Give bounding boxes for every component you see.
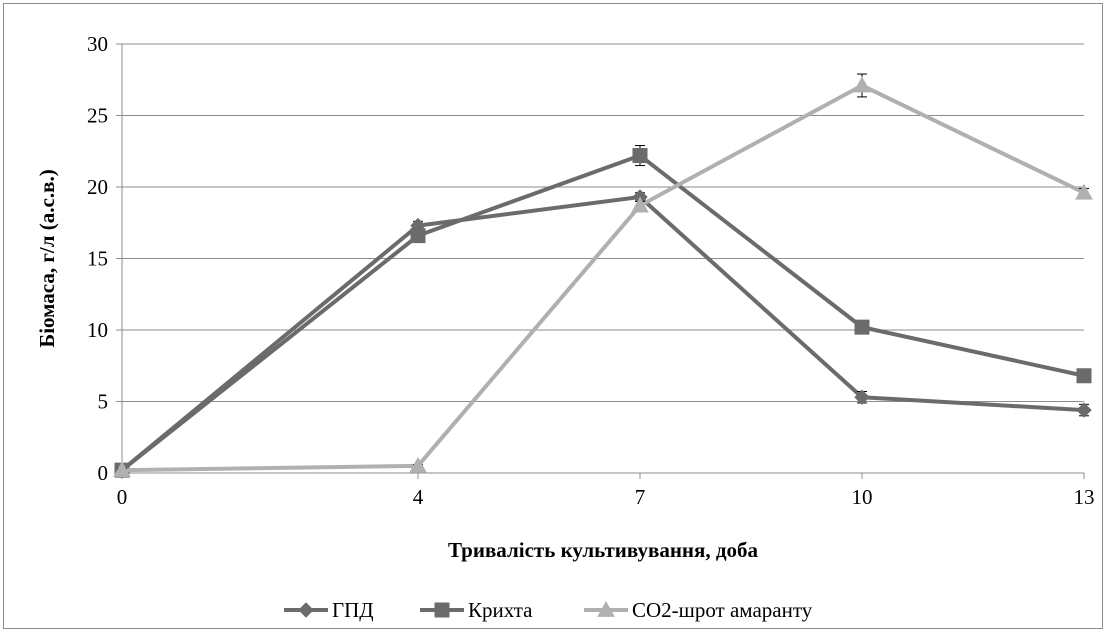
- x-tick-label: 7: [635, 485, 646, 509]
- y-tick-label: 15: [87, 247, 108, 271]
- x-tick-labels: 0 4 7 10 13: [117, 485, 1095, 509]
- legend-marker: [298, 602, 314, 618]
- data-point: [854, 319, 870, 335]
- series-line: [121, 83, 1085, 473]
- chart-frame: 0 5 10 15 20 25 30 0 4 7 10 13 Тривалість культиву…: [3, 3, 1103, 629]
- series-line: [120, 195, 1085, 472]
- data-point: [631, 196, 649, 213]
- x-tick-label: 10: [852, 485, 873, 509]
- x-axis-title: Тривалість культивування, доба: [448, 538, 759, 562]
- legend-item-1: ГПД: [284, 598, 374, 622]
- data-point: [410, 228, 426, 244]
- series-1: [114, 189, 1092, 478]
- data-point: [1076, 402, 1092, 418]
- series-3: [113, 73, 1093, 478]
- y-tick-label: 30: [87, 32, 108, 56]
- y-tick-label: 0: [98, 461, 109, 485]
- series-2: [114, 145, 1092, 478]
- y-tick-label: 10: [87, 318, 108, 342]
- data-point: [113, 461, 131, 478]
- data-point: [1075, 183, 1093, 200]
- grid-lines: [122, 43, 1084, 402]
- legend-marker: [597, 600, 615, 617]
- legend-label: СО2-шрот амаранту: [632, 598, 813, 622]
- y-tick-label: 20: [87, 175, 108, 199]
- legend-label: Крихта: [468, 598, 533, 622]
- legend-item-2: Крихта: [420, 598, 533, 622]
- legend-item-3: СО2-шрот амаранту: [584, 598, 813, 622]
- y-tick-label: 25: [87, 104, 108, 128]
- data-point: [409, 456, 427, 473]
- legend: ГПД Крихта СО2-шрот амаранту: [284, 598, 813, 622]
- x-tick-label: 13: [1074, 485, 1095, 509]
- data-point: [854, 389, 870, 405]
- x-tick-label: 4: [413, 485, 424, 509]
- line-chart: 0 5 10 15 20 25 30 0 4 7 10 13 Тривалість культиву…: [35, 32, 1095, 622]
- y-tick-labels: 0 5 10 15 20 25 30: [87, 32, 108, 485]
- data-point: [1076, 368, 1092, 384]
- series-layer: [113, 73, 1093, 478]
- y-tick-label: 5: [98, 390, 109, 414]
- data-point: [632, 148, 648, 164]
- legend-marker: [434, 602, 450, 618]
- y-axis-title: Біомаса, г/л (а.с.в.): [35, 169, 59, 347]
- x-tick-label: 0: [117, 485, 128, 509]
- legend-label: ГПД: [332, 598, 374, 622]
- axes: [116, 43, 1085, 479]
- data-point: [853, 76, 871, 93]
